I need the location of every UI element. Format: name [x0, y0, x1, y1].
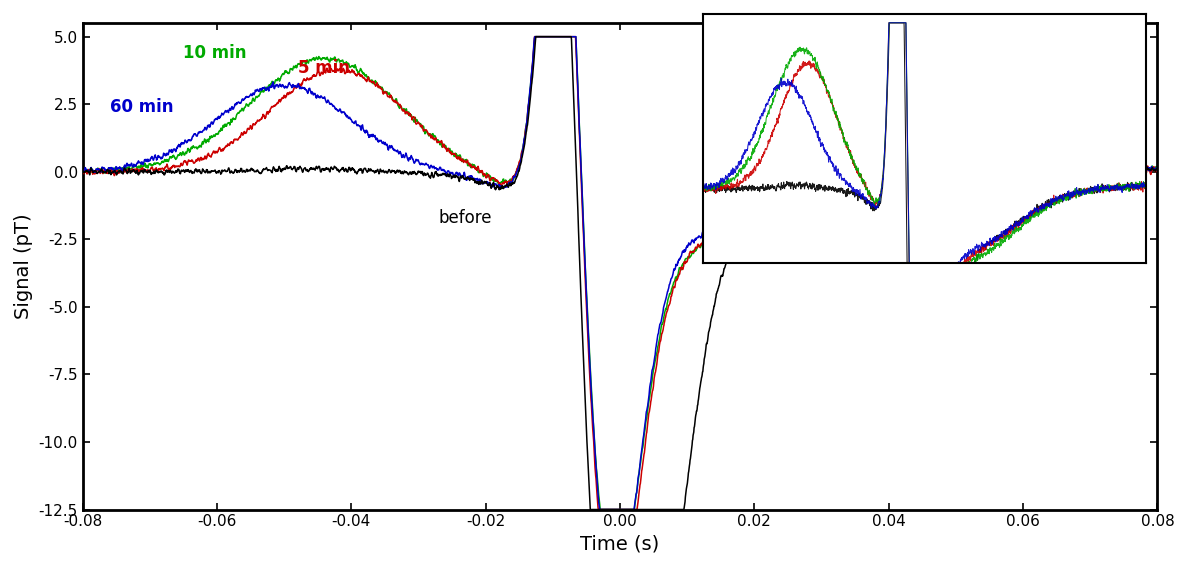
X-axis label: Time (s): Time (s)	[580, 535, 660, 554]
Text: 10 min: 10 min	[183, 44, 247, 63]
Text: 60 min: 60 min	[110, 98, 174, 116]
Text: 5 min: 5 min	[298, 59, 350, 77]
Text: before: before	[438, 209, 492, 227]
Y-axis label: Signal (pT): Signal (pT)	[14, 214, 33, 319]
